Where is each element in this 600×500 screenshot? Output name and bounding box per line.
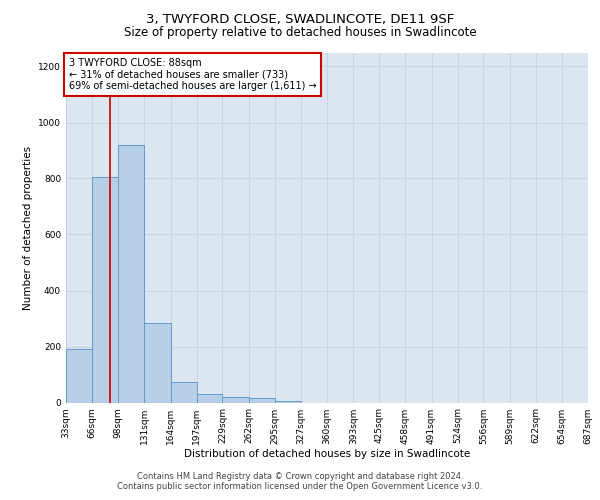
X-axis label: Distribution of detached houses by size in Swadlincote: Distribution of detached houses by size … xyxy=(184,450,470,460)
Text: Contains HM Land Registry data © Crown copyright and database right 2024.
Contai: Contains HM Land Registry data © Crown c… xyxy=(118,472,482,491)
Bar xyxy=(118,145,144,403)
Bar xyxy=(275,401,301,402)
Text: 3, TWYFORD CLOSE, SWADLINCOTE, DE11 9SF: 3, TWYFORD CLOSE, SWADLINCOTE, DE11 9SF xyxy=(146,12,454,26)
Bar xyxy=(223,397,249,402)
Text: 3 TWYFORD CLOSE: 88sqm
← 31% of detached houses are smaller (733)
69% of semi-de: 3 TWYFORD CLOSE: 88sqm ← 31% of detached… xyxy=(68,58,316,91)
Bar xyxy=(249,398,275,402)
Bar xyxy=(66,350,92,403)
Bar xyxy=(92,177,118,402)
Bar xyxy=(197,394,223,402)
Text: Size of property relative to detached houses in Swadlincote: Size of property relative to detached ho… xyxy=(124,26,476,39)
Y-axis label: Number of detached properties: Number of detached properties xyxy=(23,146,32,310)
Bar xyxy=(170,382,197,402)
Bar xyxy=(144,322,170,402)
